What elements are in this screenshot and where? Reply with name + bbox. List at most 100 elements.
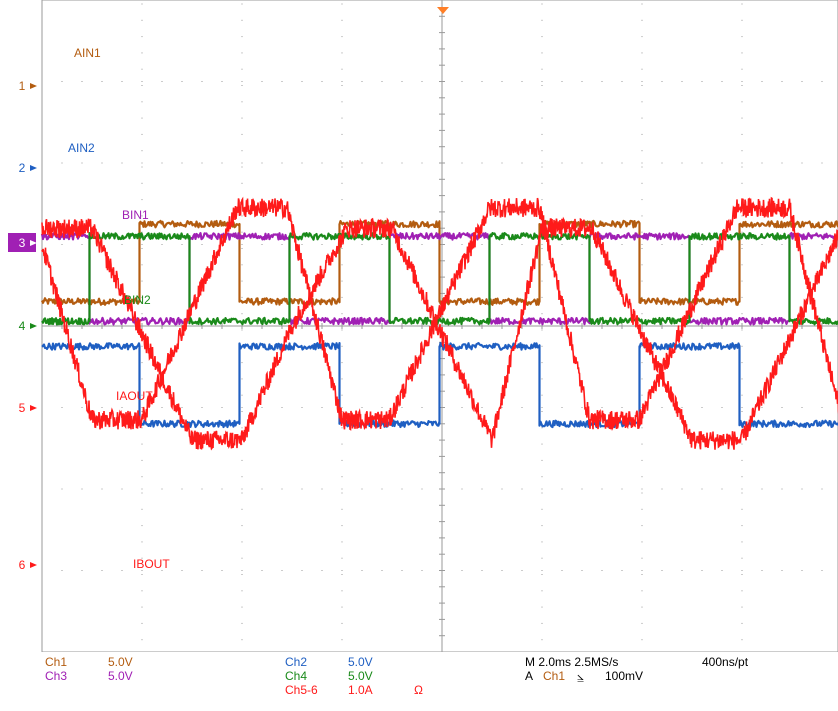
grid-dot <box>741 264 743 266</box>
grid-dot <box>41 199 43 201</box>
channel-marker-label: 6 <box>19 558 26 572</box>
channel-marker-3[interactable]: 3 <box>8 233 37 252</box>
grid-dot <box>41 508 43 510</box>
ch56-scale: 1.0A <box>348 683 373 697</box>
grid-dot <box>641 590 643 592</box>
grid-dot <box>41 215 43 217</box>
grid-dot <box>141 150 143 152</box>
grid-dot <box>161 244 163 245</box>
grid-dot <box>541 264 543 266</box>
grid-dot <box>141 68 143 70</box>
grid-dot <box>241 0 243 1</box>
trace-ain2 <box>41 342 838 429</box>
grid-dot <box>641 525 643 527</box>
grid-dot <box>741 345 743 347</box>
grid-dot <box>541 101 543 103</box>
grid-dot <box>741 525 743 527</box>
grid-dot <box>641 52 643 54</box>
grid-dot <box>321 570 323 571</box>
grid-dot <box>641 557 643 559</box>
grid-dot <box>541 345 543 347</box>
ch3-scale: 5.0V <box>108 669 133 683</box>
grid-dot <box>541 199 543 201</box>
grid-dot <box>661 244 663 245</box>
grid-dot <box>641 133 643 135</box>
grid-dot <box>721 407 723 408</box>
grid-dot <box>641 488 643 490</box>
grid-dot <box>661 0 663 1</box>
grid-dot <box>41 639 43 641</box>
grid-dot <box>241 508 243 510</box>
grid-dot <box>561 162 563 164</box>
grid-dot <box>261 0 263 1</box>
grid-dot <box>741 443 743 445</box>
grid-dot <box>661 651 663 652</box>
grid-dot <box>221 0 223 1</box>
grid-dot <box>701 0 703 1</box>
grid-dot <box>741 101 743 103</box>
grid-dot <box>41 117 43 119</box>
grid-dot <box>541 52 543 54</box>
grid-dot <box>141 570 143 571</box>
trigger-position-marker[interactable] <box>437 7 449 14</box>
grid-dot <box>241 362 243 364</box>
grid-dot <box>421 407 423 408</box>
trace-label-ibout: IBOUT <box>133 557 170 571</box>
grid-dot <box>821 488 823 490</box>
grid-dot <box>361 488 363 490</box>
grid-dot <box>741 606 743 608</box>
channel-marker-5[interactable]: 5 <box>19 401 37 415</box>
grid-dot <box>641 101 643 103</box>
grid-dot <box>561 651 563 652</box>
grid-dot <box>241 36 243 38</box>
grid-dot <box>241 570 243 571</box>
grid-dot <box>341 557 343 559</box>
grid-dot <box>741 329 743 331</box>
grid-dot <box>141 19 143 21</box>
grid-dot <box>181 0 183 1</box>
grid-dot <box>521 407 523 408</box>
grid-dot <box>221 651 223 652</box>
grid-dot <box>581 651 583 652</box>
channel-markers[interactable]: 1 2 3 4 5 6 <box>8 79 37 572</box>
grid-dot <box>321 162 323 164</box>
channel-marker-1[interactable]: 1 <box>19 79 37 93</box>
grid-dot <box>641 541 643 543</box>
grid-dot <box>161 81 163 82</box>
grid-dot <box>681 570 683 571</box>
grid-dot <box>541 313 543 315</box>
grid-dot <box>641 36 643 38</box>
grid-dot <box>261 488 263 490</box>
grid-dot <box>761 488 763 490</box>
grid-dot <box>801 81 803 82</box>
trace-label-bin2: BIN2 <box>124 293 151 307</box>
grid-dot <box>121 0 123 1</box>
grid-dot <box>261 407 263 408</box>
grid-dot <box>381 651 383 652</box>
grid-dot <box>781 570 783 571</box>
channel-marker-2[interactable]: 2 <box>19 161 37 175</box>
grid-dot <box>401 488 403 490</box>
channel-marker-6[interactable]: 6 <box>19 558 37 572</box>
grid-dot <box>681 0 683 1</box>
channel-marker-4[interactable]: 4 <box>19 319 37 333</box>
grid-dot <box>461 244 463 245</box>
grid-dot <box>181 651 183 652</box>
grid-dot <box>661 407 663 408</box>
grid-dot <box>541 378 543 380</box>
grid-dot <box>741 182 743 184</box>
grid-dot <box>141 651 143 652</box>
grid-dot <box>421 81 423 82</box>
grid-dot <box>241 296 243 298</box>
grid-dot <box>241 3 243 5</box>
grid-dot <box>621 0 623 1</box>
grid-dot <box>461 570 463 571</box>
grid-dot <box>81 162 83 164</box>
grid-dot <box>681 488 683 490</box>
grid-dot <box>41 443 43 445</box>
grid-dot <box>41 166 43 168</box>
grid-dot <box>241 476 243 478</box>
grid-dot <box>761 407 763 408</box>
grid-dot <box>241 427 243 429</box>
grid-dot <box>541 476 543 478</box>
